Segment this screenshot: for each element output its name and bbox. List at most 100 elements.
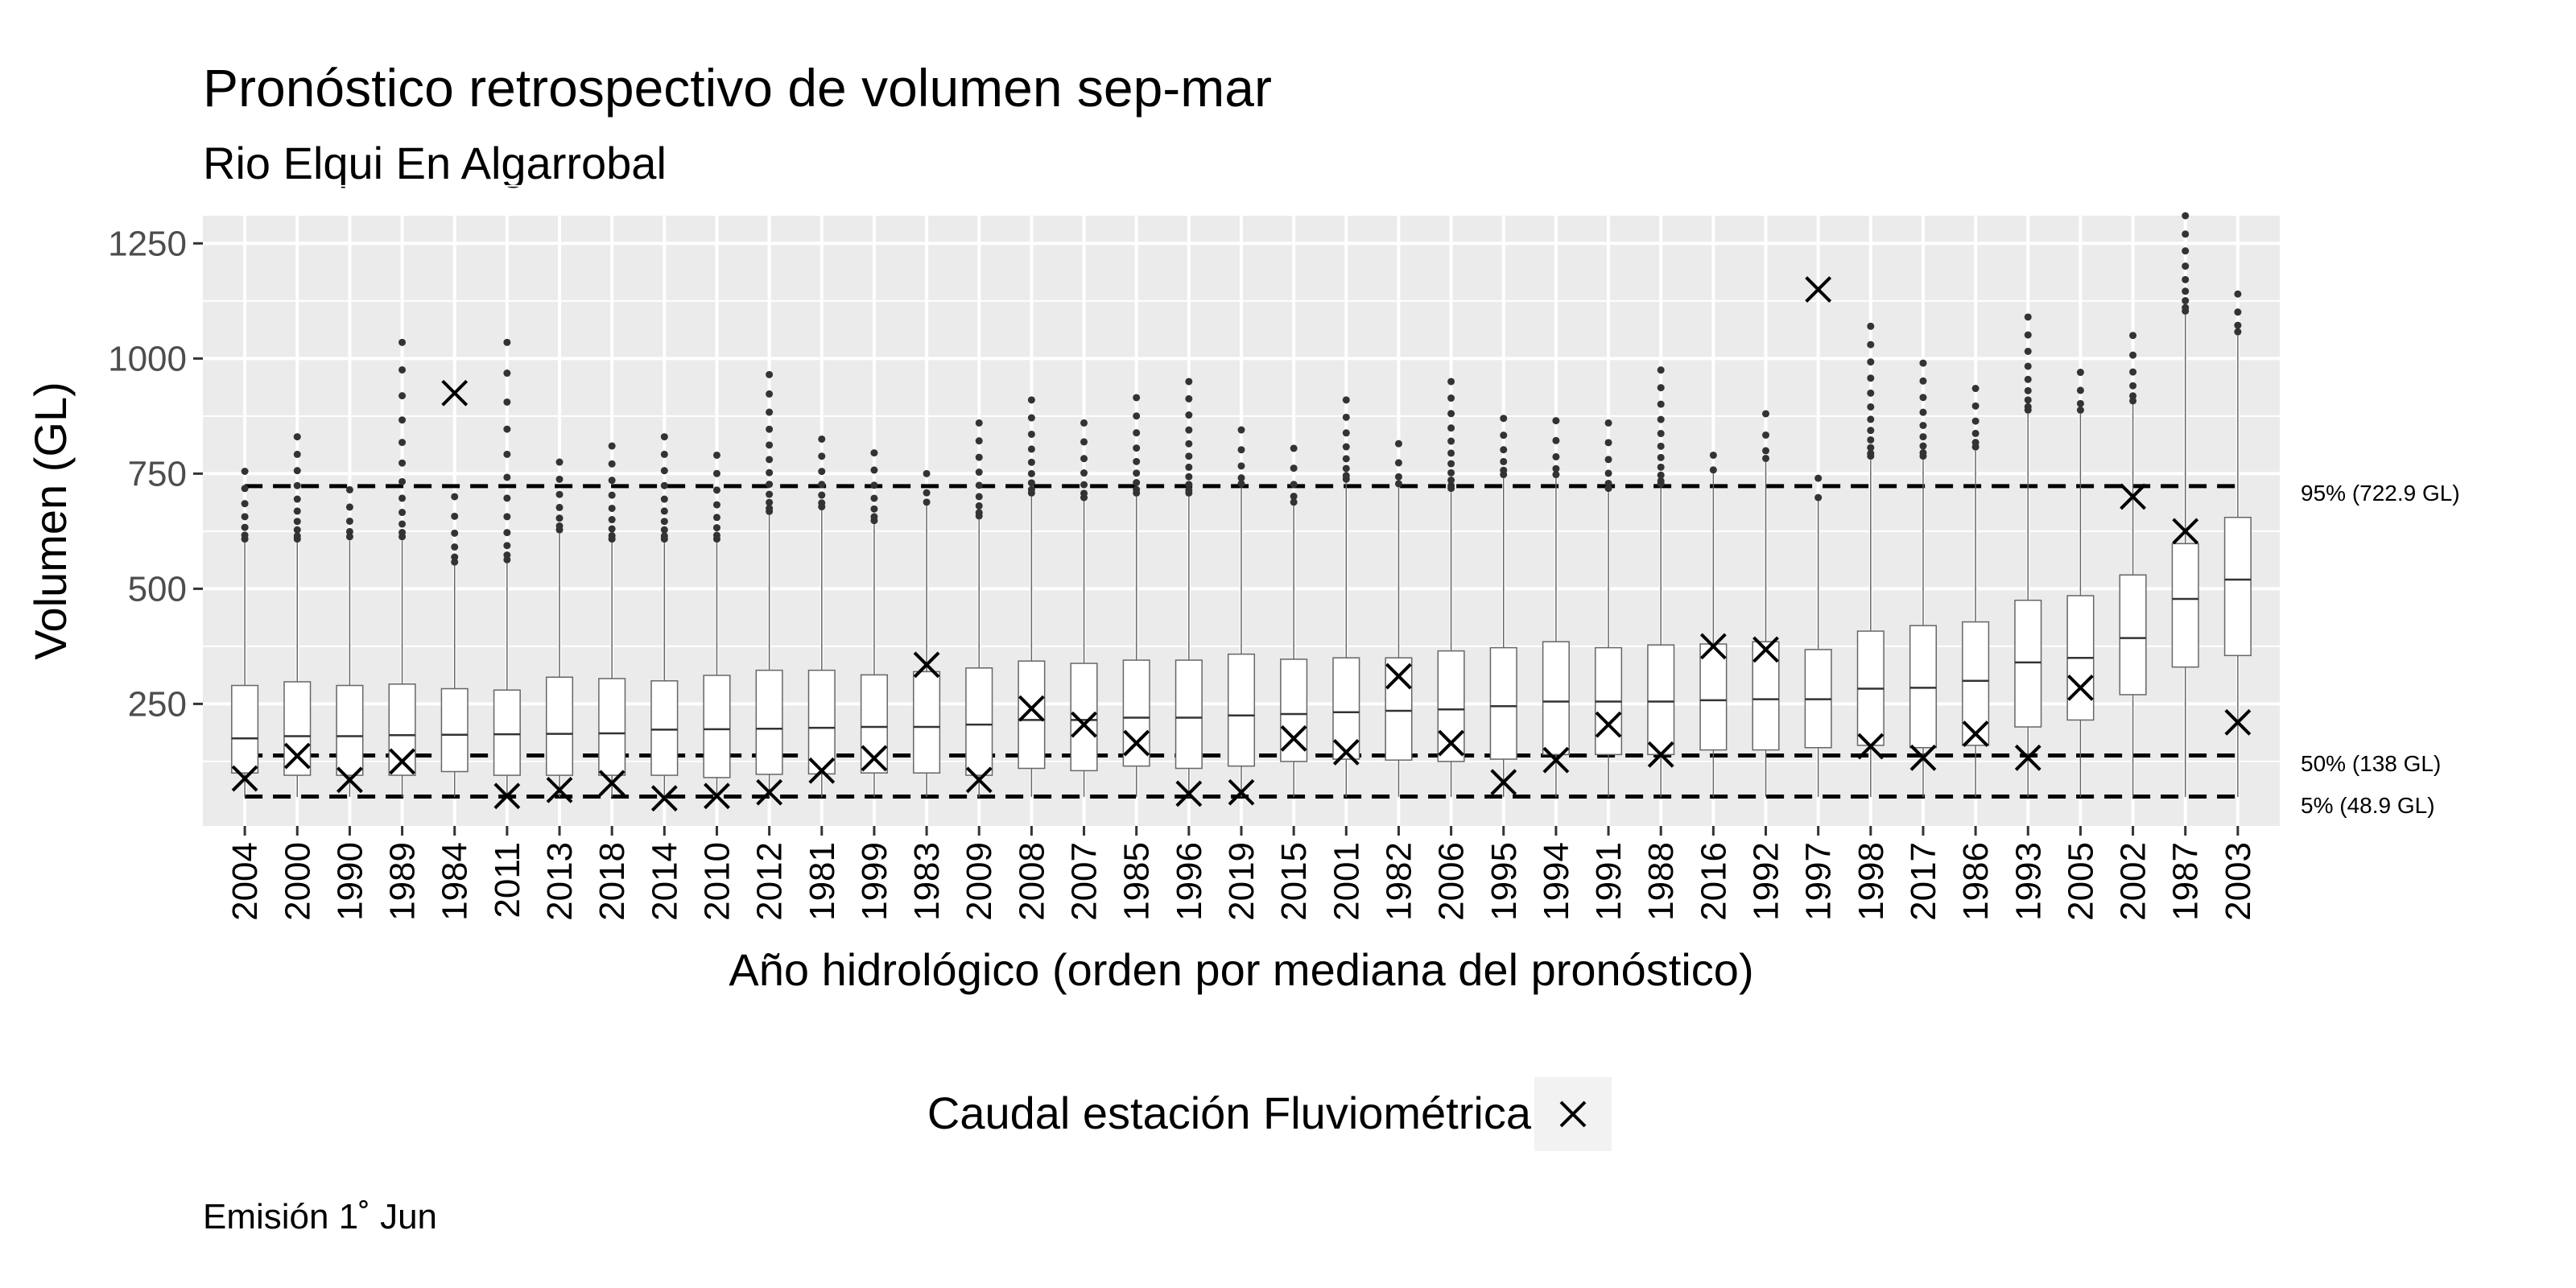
outlier-point xyxy=(1394,473,1402,481)
outlier-point xyxy=(1762,431,1770,439)
outlier-point xyxy=(1500,431,1508,440)
outlier-point xyxy=(1657,471,1665,479)
boxplot-1981 xyxy=(807,435,836,797)
outlier-point xyxy=(293,433,301,441)
outlier-point xyxy=(2024,362,2032,370)
outlier-point xyxy=(2024,347,2032,355)
outlier-point xyxy=(1342,472,1350,480)
boxplots xyxy=(231,212,2252,797)
outlier-point xyxy=(1027,479,1035,487)
box xyxy=(440,687,469,773)
outlier-point xyxy=(1709,466,1717,474)
observed-point-1993 xyxy=(2014,744,2041,771)
boxplot-2005 xyxy=(2066,369,2095,797)
outlier-point xyxy=(766,490,774,498)
outlier-point xyxy=(1657,463,1665,471)
outlier-point xyxy=(1133,457,1141,465)
x-axis: 2004 2000 1990 1989 1984 2011 2013 2018 2014 2010… xyxy=(225,826,2258,921)
observed-point-1991 xyxy=(1595,711,1622,738)
outlier-point xyxy=(608,504,616,512)
outlier-point xyxy=(1237,426,1245,434)
outlier-point xyxy=(1447,437,1455,445)
observed-point-2003 xyxy=(2224,708,2252,736)
outlier-point xyxy=(503,542,511,550)
observed-point-1987 xyxy=(2172,518,2199,545)
outlier-point xyxy=(398,459,407,467)
outlier-point xyxy=(1762,447,1770,455)
observed-point-2019 xyxy=(1228,778,1255,806)
outlier-point xyxy=(975,493,983,501)
outlier-point xyxy=(1447,394,1455,402)
outlier-point xyxy=(2129,332,2137,340)
outlier-point xyxy=(1237,462,1245,470)
boxplot-2019 xyxy=(1227,426,1256,797)
outlier-point xyxy=(1027,396,1035,404)
outlier-point xyxy=(2129,392,2137,400)
outlier-point xyxy=(503,398,511,406)
outlier-point xyxy=(2234,328,2242,336)
outlier-point xyxy=(923,498,931,506)
y-axis: 250 500 750 1000 1250 xyxy=(108,224,203,724)
x-tick-label: 2010 xyxy=(697,842,737,921)
outlier-point xyxy=(1185,481,1193,489)
outlier-point xyxy=(2024,375,2032,383)
outlier-point xyxy=(1604,485,1612,493)
outlier-point xyxy=(398,338,407,346)
outlier-point xyxy=(503,551,511,559)
observed-point-2018 xyxy=(598,770,625,797)
x-tick-label: 1992 xyxy=(1747,842,1786,921)
outlier-point xyxy=(923,469,931,477)
x-tick-label: 1996 xyxy=(1170,842,1209,921)
outlier-point xyxy=(766,498,774,506)
boxplot-2011 xyxy=(493,338,521,797)
outlier-point xyxy=(293,532,301,540)
outlier-point xyxy=(2234,290,2242,298)
x-tick-label: 1997 xyxy=(1799,842,1839,921)
ref-label-95: 95% (722.9 GL) xyxy=(2301,481,2460,506)
outlier-point xyxy=(2129,397,2137,405)
box xyxy=(755,669,783,775)
outlier-point xyxy=(503,513,511,521)
outlier-point xyxy=(660,450,668,458)
observed-point-2013 xyxy=(546,776,573,803)
x-tick-label: 1995 xyxy=(1484,842,1524,921)
boxplot-1990 xyxy=(336,485,364,797)
boxplot-2002 xyxy=(2119,332,2147,797)
outlier-point xyxy=(1500,446,1508,454)
outlier-point xyxy=(1971,402,1979,410)
outlier-point xyxy=(2182,303,2190,312)
outlier-point xyxy=(1971,385,1979,393)
outlier-point xyxy=(1290,498,1298,506)
outlier-point xyxy=(1919,408,1927,416)
observed-point-2006 xyxy=(1438,729,1465,757)
outlier-point xyxy=(2182,212,2190,220)
outlier-point xyxy=(766,456,774,464)
outlier-point xyxy=(766,408,774,416)
boxplot-1995 xyxy=(1489,415,1517,797)
outlier-point xyxy=(2182,262,2190,270)
x-tick-label: 2019 xyxy=(1222,842,1261,921)
ref-label-50: 50% (138 GL) xyxy=(2301,751,2441,776)
outlier-point xyxy=(503,494,511,502)
outlier-point xyxy=(2024,402,2032,411)
outlier-point xyxy=(555,522,564,530)
outlier-point xyxy=(2024,386,2032,394)
x-tick-label: 1987 xyxy=(2166,842,2206,921)
outlier-point xyxy=(660,481,668,489)
boxplot-1983 xyxy=(913,469,941,797)
observed-point-1982 xyxy=(1385,663,1412,690)
outlier-point xyxy=(1342,413,1350,421)
box xyxy=(283,681,312,776)
x-tick-label: 2009 xyxy=(960,842,999,921)
outlier-point xyxy=(1080,469,1088,477)
outlier-point xyxy=(1133,485,1141,493)
x-tick-label: 1990 xyxy=(330,842,369,921)
x-tick-label: 1986 xyxy=(1956,842,1996,921)
outlier-point xyxy=(975,509,983,517)
outlier-point xyxy=(451,543,459,551)
x-tick-label: 1994 xyxy=(1537,842,1576,921)
boxplot-1997 xyxy=(1804,474,1832,797)
outlier-point xyxy=(870,449,878,457)
observed-point-1997 xyxy=(1805,276,1832,303)
